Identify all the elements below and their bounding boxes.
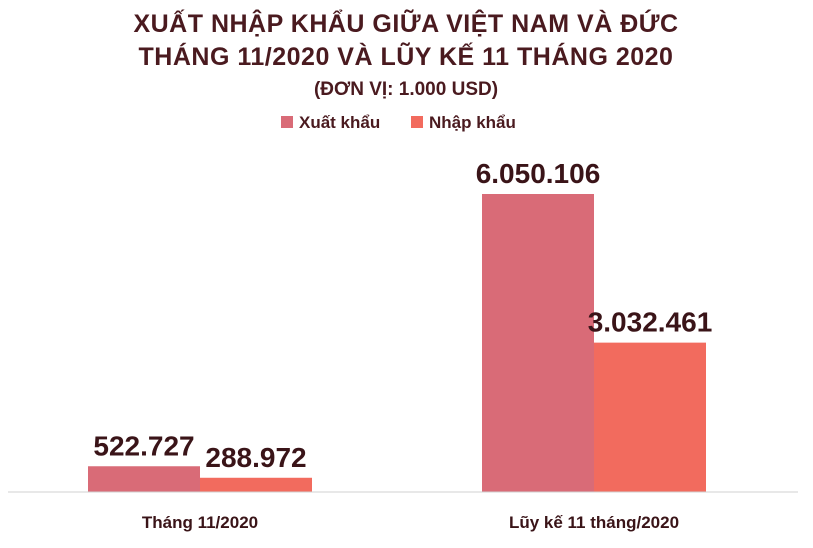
legend-swatch-export [281,116,293,128]
data-labels: 522.727 288.972 6.050.106 3.032.461 [93,158,712,473]
bar-export-0 [88,466,200,492]
chart-unit: (ĐƠN VỊ: 1.000 USD) [314,79,498,100]
category-label-0: Tháng 11/2020 [142,513,258,532]
data-label-export-0: 522.727 [93,430,194,461]
chart-title-line-2: THÁNG 11/2020 VÀ LŨY KẾ 11 THÁNG 2020 [139,41,674,71]
legend-swatch-import [411,116,423,128]
legend-label-import: Nhập khẩu [429,113,516,132]
category-labels: Tháng 11/2020 Lũy kế 11 tháng/2020 [142,513,679,532]
category-label-1: Lũy kế 11 tháng/2020 [509,513,679,532]
bar-import-0 [200,477,312,492]
chart-title-line-1: XUẤT NHẬP KHẨU GIỮA VIỆT NAM VÀ ĐỨC [133,8,678,38]
data-label-import-0: 288.972 [205,442,306,473]
legend-label-export: Xuất khẩu [299,113,380,132]
legend: Xuất khẩu Nhập khẩu [281,113,516,132]
bars [88,194,706,492]
data-label-import-1: 3.032.461 [588,307,713,338]
bar-import-1 [594,342,706,492]
bar-export-1 [482,194,594,492]
data-label-export-1: 6.050.106 [476,158,601,189]
